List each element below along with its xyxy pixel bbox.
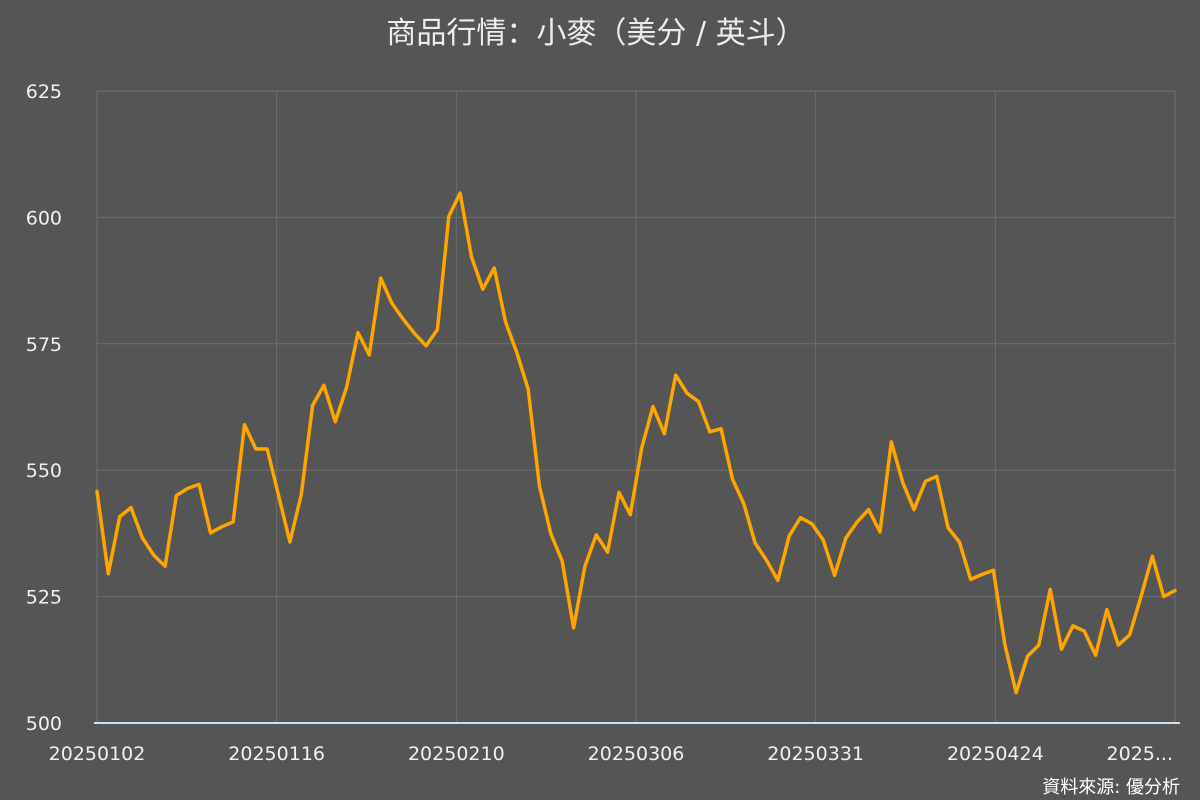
y-tick-label: 575	[26, 334, 62, 356]
y-tick-label: 500	[26, 713, 62, 735]
series-line	[95, 191, 1177, 695]
x-tick-label: 20250210	[408, 743, 505, 765]
chart-title: 商品行情：小麥（美分 / 英斗）	[386, 16, 805, 51]
x-tick-label: 20250102	[49, 743, 146, 765]
source-label: 資料來源: 優分析	[1042, 777, 1180, 798]
y-tick-label: 525	[26, 587, 62, 609]
x-tick-label: 20250424	[947, 743, 1044, 765]
y-tick-label: 625	[26, 81, 62, 103]
x-tick-label: 20250116	[228, 743, 325, 765]
y-axis: 500 525 550 575 600 625	[26, 81, 62, 735]
y-tick-label: 600	[26, 207, 62, 229]
x-axis: 20250102 20250116 20250210 20250306 20250331…	[49, 743, 1173, 765]
x-tick-label: 20250306	[588, 743, 685, 765]
x-tick-label: 20250331	[767, 743, 864, 765]
grid	[96, 90, 1176, 723]
x-tick-label: 2025...	[1107, 743, 1173, 765]
y-tick-label: 550	[26, 460, 62, 482]
